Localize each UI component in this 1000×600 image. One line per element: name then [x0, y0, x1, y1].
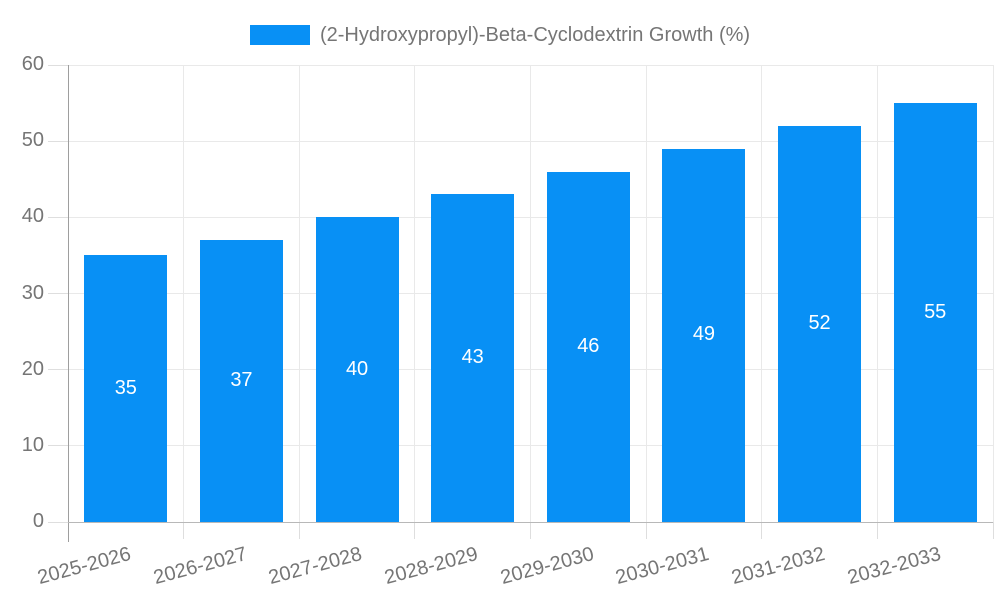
x-tick-label-text: 2029-2030: [497, 543, 597, 590]
x-tick: [298, 522, 300, 539]
y-tick-label: 20: [21, 357, 44, 380]
y-tick: [48, 369, 68, 371]
x-gridline: [183, 65, 185, 522]
x-tick-label-text: 2028-2029: [382, 543, 481, 590]
legend: (2-Hydroxypropyl)-Beta-Cyclodextrin Grow…: [0, 25, 1000, 45]
x-tick-label-text: 2030-2031: [613, 543, 712, 590]
x-gridline: [992, 65, 994, 522]
bar[interactable]: [199, 240, 283, 522]
x-gridline: [530, 65, 531, 522]
x-tick-label-text: 2027-2028: [266, 543, 365, 590]
x-tick: [183, 522, 185, 539]
bar[interactable]: [315, 217, 399, 522]
x-tick-label-text: 2031-2032: [729, 543, 828, 590]
x-gridline: [414, 65, 416, 522]
y-tick-label: 50: [21, 129, 44, 152]
y-tick-label: 0: [32, 510, 44, 532]
legend-label: (2-Hydroxypropyl)-Beta-Cyclodextrin Grow…: [319, 24, 751, 46]
bar-value-label: 55: [924, 300, 947, 323]
bar-value-label: 43: [461, 346, 484, 369]
y-tick: [48, 64, 68, 66]
x-axis-line: [68, 521, 993, 523]
y-tick-label: 60: [21, 53, 44, 75]
x-tick: [761, 522, 763, 539]
y-tick: [48, 293, 68, 294]
x-tick: [876, 522, 878, 539]
bar-value-label: 35: [114, 376, 137, 399]
bar-value-label: 37: [230, 369, 253, 392]
y-tick-label: 10: [21, 433, 44, 456]
legend-swatch: [249, 25, 310, 45]
bar-value-label: 52: [808, 311, 831, 334]
bar-value-label: 40: [345, 357, 369, 380]
x-tick: [992, 522, 994, 539]
x-tick: [67, 522, 69, 542]
x-tick-label-text: 2025-2026: [35, 543, 134, 590]
y-tick-label: 40: [21, 205, 44, 228]
x-tick: [530, 522, 531, 539]
bar[interactable]: [893, 103, 977, 522]
bar-value-label: 49: [692, 323, 716, 346]
x-gridline: [645, 65, 647, 522]
x-tick: [645, 522, 647, 539]
y-tick-label: 30: [21, 281, 44, 304]
x-tick-label-text: 2026-2027: [151, 543, 250, 590]
y-tick: [48, 216, 68, 218]
bar[interactable]: [662, 148, 746, 522]
bar[interactable]: [546, 171, 630, 522]
x-tick-label-text: 2032-2033: [844, 543, 943, 590]
x-gridline: [876, 65, 878, 522]
x-tick: [414, 522, 416, 539]
y-tick: [48, 140, 68, 142]
x-gridline: [298, 65, 300, 522]
bar-value-label: 46: [577, 334, 600, 357]
y-tick: [48, 445, 68, 447]
y-axis-line: [67, 65, 69, 522]
bar[interactable]: [431, 194, 515, 522]
y-tick: [48, 521, 68, 523]
bar[interactable]: [84, 255, 168, 522]
x-gridline: [761, 65, 763, 522]
bar[interactable]: [778, 125, 862, 522]
